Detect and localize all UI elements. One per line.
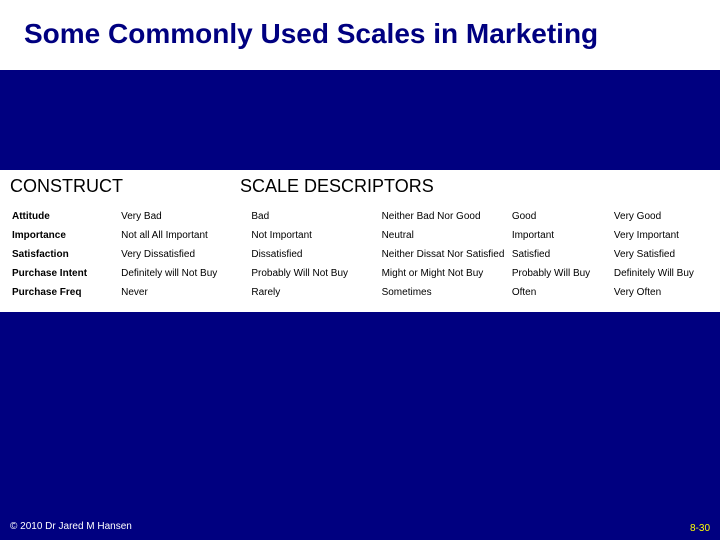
scale-cell: Very Important (612, 226, 714, 245)
scale-cell: Never (119, 283, 249, 302)
construct-cell: Satisfaction (10, 245, 119, 264)
scale-cell: Neither Dissat Nor Satisfied (380, 245, 510, 264)
slide-footer: © 2010 Dr Jared M Hansen 8-30 (10, 516, 710, 534)
scale-cell: Sometimes (380, 283, 510, 302)
slide-title: Some Commonly Used Scales in Marketing (24, 18, 700, 50)
table-row: Importance Not all All Important Not Imp… (10, 226, 714, 245)
page-number: 8-30 (690, 523, 710, 534)
construct-cell: Purchase Freq (10, 283, 119, 302)
scale-cell: Definitely will Not Buy (119, 264, 249, 283)
scale-cell: Very Good (612, 207, 714, 226)
header-scale-descriptors: SCALE DESCRIPTORS (240, 176, 434, 197)
table-row: Purchase Intent Definitely will Not Buy … (10, 264, 714, 283)
scale-cell: Might or Might Not Buy (380, 264, 510, 283)
scale-cell: Probably Will Not Buy (249, 264, 379, 283)
scale-cell: Satisfied (510, 245, 612, 264)
scale-cell: Neither Bad Nor Good (380, 207, 510, 226)
scales-table: Attitude Very Bad Bad Neither Bad Nor Go… (0, 203, 720, 312)
table-row: Satisfaction Very Dissatisfied Dissatisf… (10, 245, 714, 264)
scale-cell: Probably Will Buy (510, 264, 612, 283)
title-area: Some Commonly Used Scales in Marketing (0, 0, 720, 70)
scale-cell: Very Often (612, 283, 714, 302)
scale-cell: Rarely (249, 283, 379, 302)
copyright-text: © 2010 Dr Jared M Hansen (10, 521, 132, 532)
scale-cell: Very Dissatisfied (119, 245, 249, 264)
scale-cell: Often (510, 283, 612, 302)
construct-cell: Purchase Intent (10, 264, 119, 283)
scale-cell: Important (510, 226, 612, 245)
table-headers: CONSTRUCT SCALE DESCRIPTORS (0, 170, 720, 203)
header-construct: CONSTRUCT (10, 176, 240, 197)
table-row: Attitude Very Bad Bad Neither Bad Nor Go… (10, 207, 714, 226)
scale-cell: Very Satisfied (612, 245, 714, 264)
scale-cell: Good (510, 207, 612, 226)
table-row: Purchase Freq Never Rarely Sometimes Oft… (10, 283, 714, 302)
scale-cell: Very Bad (119, 207, 249, 226)
scale-cell: Bad (249, 207, 379, 226)
scale-cell: Definitely Will Buy (612, 264, 714, 283)
scale-cell: Not all All Important (119, 226, 249, 245)
construct-cell: Importance (10, 226, 119, 245)
scale-cell: Not Important (249, 226, 379, 245)
scale-cell: Neutral (380, 226, 510, 245)
construct-cell: Attitude (10, 207, 119, 226)
scale-cell: Dissatisfied (249, 245, 379, 264)
